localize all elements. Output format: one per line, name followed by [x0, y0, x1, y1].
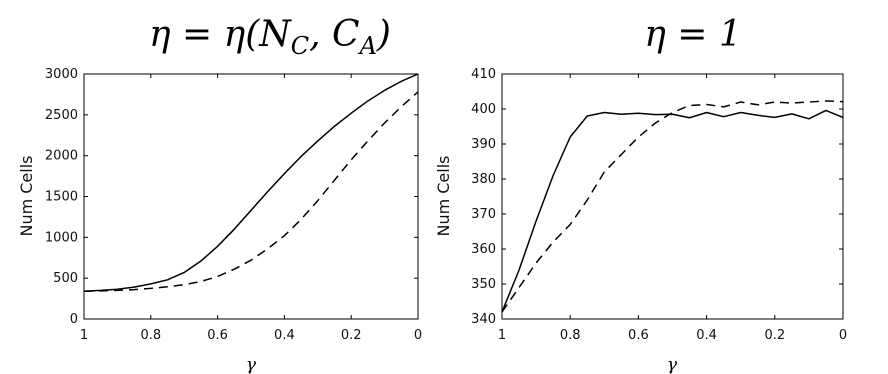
chart-right-plot-frame	[501, 73, 844, 320]
chart-right-y-ticks: 340 350 360 370 380 390 400 410	[471, 67, 843, 327]
chart-left-series	[83, 73, 419, 292]
x-tick-label: 0.6	[628, 328, 649, 343]
series-solid-line	[83, 73, 419, 292]
chart-left-x-ticks: 1 0.8 0.6 0.4 0.2 0	[80, 74, 422, 343]
x-tick-label: 0.6	[207, 328, 228, 343]
x-tick-label: 1	[80, 328, 88, 343]
chart-right: η = 1 340 350 360 370 380 390 400 410 1 0.8 0.6 0.…	[434, 14, 847, 374]
series-dashed-line	[83, 91, 419, 292]
y-tick-label: 1500	[45, 190, 78, 205]
x-tick-label: 0	[414, 328, 422, 343]
x-tick-label: 0.4	[274, 328, 295, 343]
chart-left-ylabel: Num Cells	[17, 155, 36, 236]
chart-right-xlabel: γ	[667, 355, 678, 374]
x-tick-label: 0.8	[560, 328, 581, 343]
y-tick-label: 2000	[45, 149, 78, 164]
y-tick-label: 500	[53, 271, 78, 286]
chart-right-x-ticks: 1 0.8 0.6 0.4 0.2 0	[498, 74, 847, 343]
y-tick-label: 410	[471, 67, 496, 82]
chart-left: η = η(NC, CA) 0 500 1000 1500 2000 2500 3000 1…	[17, 14, 422, 374]
x-tick-label: 0.4	[696, 328, 717, 343]
x-tick-label: 0.8	[140, 328, 161, 343]
chart-right-ylabel: Num Cells	[434, 155, 453, 236]
chart-left-xlabel: γ	[246, 355, 257, 374]
y-tick-label: 0	[70, 312, 78, 327]
x-tick-label: 0	[839, 328, 847, 343]
x-tick-label: 0.2	[341, 328, 362, 343]
series-solid-line	[501, 109, 844, 313]
chart-left-title: η = η(NC, CA)	[149, 14, 391, 60]
y-tick-label: 350	[471, 277, 496, 292]
x-tick-label: 1	[498, 328, 506, 343]
y-tick-label: 360	[471, 242, 496, 257]
series-dashed-line	[501, 100, 844, 313]
chart-right-title: η = 1	[644, 14, 742, 55]
y-tick-label: 1000	[45, 230, 78, 245]
y-tick-label: 3000	[45, 67, 78, 82]
y-tick-label: 380	[471, 172, 496, 187]
chart-left-y-ticks: 0 500 1000 1500 2000 2500 3000	[45, 67, 418, 327]
y-tick-label: 390	[471, 137, 496, 152]
x-tick-label: 0.2	[764, 328, 785, 343]
chart-right-series	[501, 100, 844, 313]
chart-left-plot-frame	[83, 73, 419, 320]
y-tick-label: 370	[471, 207, 496, 222]
y-tick-label: 340	[471, 312, 496, 327]
y-tick-label: 400	[471, 102, 496, 117]
y-tick-label: 2500	[45, 108, 78, 123]
